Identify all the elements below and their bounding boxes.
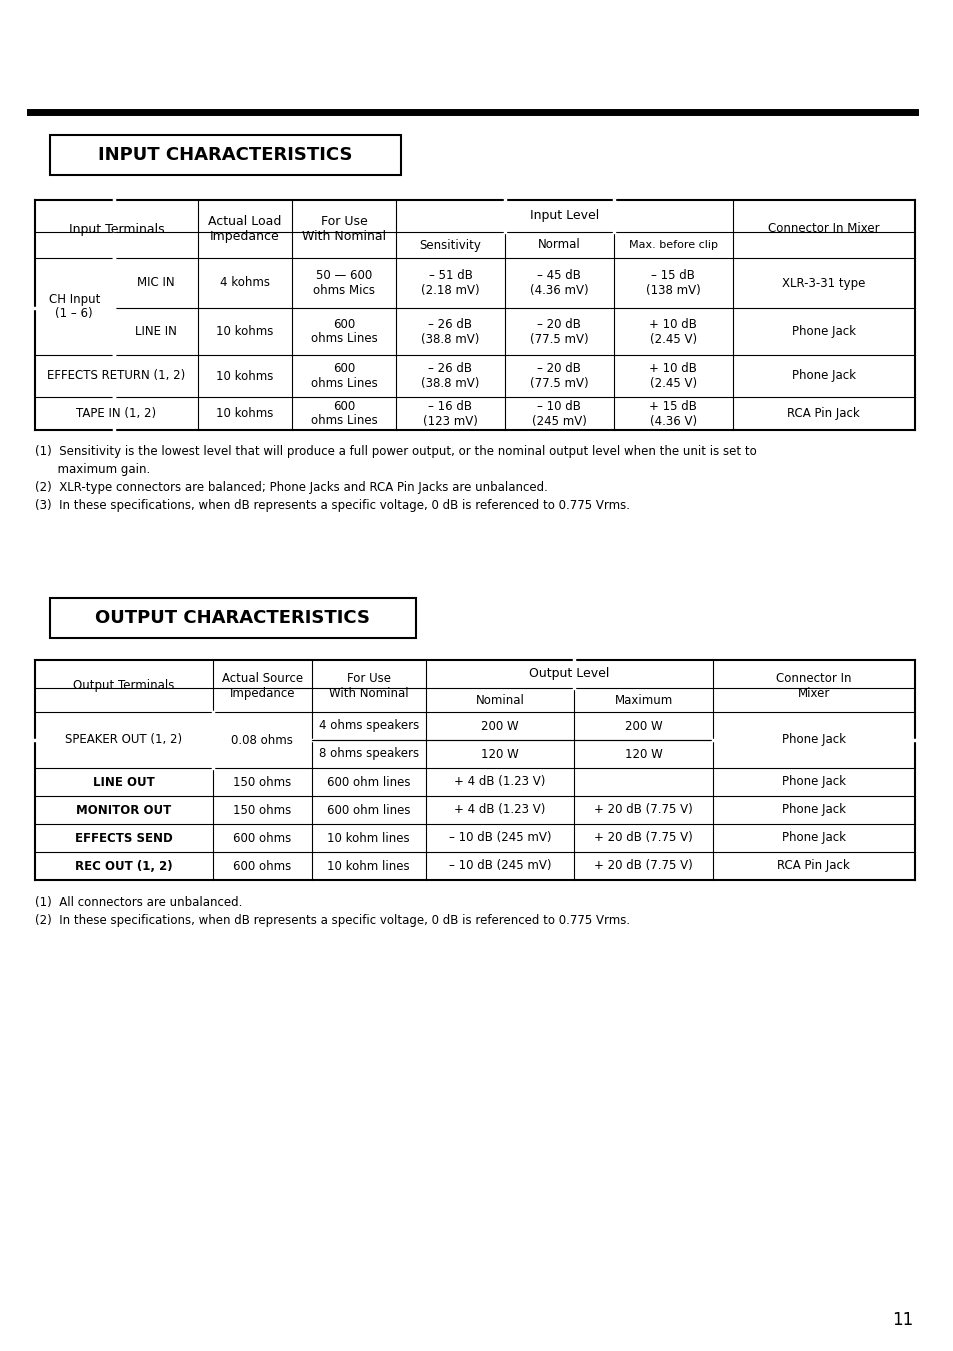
Text: MONITOR OUT: MONITOR OUT — [76, 804, 172, 816]
Text: 600
ohms Lines: 600 ohms Lines — [311, 400, 377, 427]
Text: – 10 dB (245 mV): – 10 dB (245 mV) — [448, 831, 551, 844]
Text: OUTPUT CHARACTERISTICS: OUTPUT CHARACTERISTICS — [95, 609, 370, 627]
Text: Connector In Mixer: Connector In Mixer — [767, 223, 879, 235]
Text: + 4 dB (1.23 V): + 4 dB (1.23 V) — [454, 804, 545, 816]
Text: Actual Source
Impedance: Actual Source Impedance — [221, 671, 303, 700]
Text: INPUT CHARACTERISTICS: INPUT CHARACTERISTICS — [98, 146, 352, 163]
Text: TAPE IN (1, 2): TAPE IN (1, 2) — [76, 407, 156, 420]
Text: 50 — 600
ohms Mics: 50 — 600 ohms Mics — [313, 269, 375, 297]
Text: LINE IN: LINE IN — [134, 326, 176, 338]
Text: – 20 dB
(77.5 mV): – 20 dB (77.5 mV) — [530, 317, 588, 346]
Text: 10 kohm lines: 10 kohm lines — [327, 859, 410, 873]
Text: 4 kohms: 4 kohms — [220, 277, 270, 289]
Text: EFFECTS SEND: EFFECTS SEND — [74, 831, 172, 844]
Text: 200 W: 200 W — [624, 720, 661, 732]
Text: – 26 dB
(38.8 mV): – 26 dB (38.8 mV) — [421, 317, 479, 346]
Text: 600 ohm lines: 600 ohm lines — [327, 775, 410, 789]
Bar — [50, 598, 416, 638]
Text: LINE OUT: LINE OUT — [92, 775, 154, 789]
Text: Output Level: Output Level — [529, 667, 609, 681]
Text: – 10 dB
(245 mV): – 10 dB (245 mV) — [532, 400, 586, 427]
Text: Sensitivity: Sensitivity — [419, 239, 481, 251]
Text: Normal: Normal — [537, 239, 580, 251]
Text: 0.08 ohms: 0.08 ohms — [232, 734, 293, 747]
Text: CH Input
(1 – 6): CH Input (1 – 6) — [49, 293, 100, 320]
Text: Connector In
Mixer: Connector In Mixer — [775, 671, 851, 700]
Text: 150 ohms: 150 ohms — [233, 804, 292, 816]
Text: 600 ohm lines: 600 ohm lines — [327, 804, 410, 816]
Text: Phone Jack: Phone Jack — [781, 734, 845, 747]
Text: 120 W: 120 W — [480, 747, 518, 761]
Text: MIC IN: MIC IN — [137, 277, 174, 289]
Text: SPEAKER OUT (1, 2): SPEAKER OUT (1, 2) — [65, 734, 182, 747]
Text: Output Terminals: Output Terminals — [73, 680, 174, 693]
Text: REC OUT (1, 2): REC OUT (1, 2) — [75, 859, 172, 873]
Text: Actual Load
Impedance: Actual Load Impedance — [208, 215, 281, 243]
Text: RCA Pin Jack: RCA Pin Jack — [777, 859, 849, 873]
Text: 4 ohms speakers: 4 ohms speakers — [318, 720, 418, 732]
Text: For Use
With Nominal: For Use With Nominal — [329, 671, 408, 700]
Text: (1)  All connectors are unbalanced.: (1) All connectors are unbalanced. — [34, 896, 242, 909]
Text: + 20 dB (7.75 V): + 20 dB (7.75 V) — [594, 831, 692, 844]
Text: XLR-3-31 type: XLR-3-31 type — [781, 277, 864, 289]
Text: 200 W: 200 W — [480, 720, 518, 732]
Text: Maximum: Maximum — [614, 693, 672, 707]
Text: (2)  In these specifications, when dB represents a specific voltage, 0 dB is ref: (2) In these specifications, when dB rep… — [34, 915, 629, 927]
Text: Input Terminals: Input Terminals — [69, 223, 164, 235]
Text: Max. before clip: Max. before clip — [628, 240, 717, 250]
Text: + 10 dB
(2.45 V): + 10 dB (2.45 V) — [649, 317, 697, 346]
Text: Phone Jack: Phone Jack — [791, 326, 855, 338]
Text: – 51 dB
(2.18 mV): – 51 dB (2.18 mV) — [420, 269, 479, 297]
Text: – 26 dB
(38.8 mV): – 26 dB (38.8 mV) — [421, 362, 479, 390]
Text: + 20 dB (7.75 V): + 20 dB (7.75 V) — [594, 804, 692, 816]
Text: 600
ohms Lines: 600 ohms Lines — [311, 317, 377, 346]
Text: – 45 dB
(4.36 mV): – 45 dB (4.36 mV) — [530, 269, 588, 297]
Bar — [50, 135, 400, 176]
Text: 120 W: 120 W — [624, 747, 661, 761]
Text: Phone Jack: Phone Jack — [781, 775, 845, 789]
Text: 10 kohms: 10 kohms — [216, 370, 274, 382]
Text: 600
ohms Lines: 600 ohms Lines — [311, 362, 377, 390]
Text: (2)  XLR-type connectors are balanced; Phone Jacks and RCA Pin Jacks are unbalan: (2) XLR-type connectors are balanced; Ph… — [34, 481, 547, 494]
Text: + 10 dB
(2.45 V): + 10 dB (2.45 V) — [649, 362, 697, 390]
Text: + 4 dB (1.23 V): + 4 dB (1.23 V) — [454, 775, 545, 789]
Text: 10 kohms: 10 kohms — [216, 407, 274, 420]
Text: 600 ohms: 600 ohms — [233, 859, 292, 873]
Text: 11: 11 — [891, 1310, 913, 1329]
Text: 600 ohms: 600 ohms — [233, 831, 292, 844]
Text: For Use
With Nominal: For Use With Nominal — [302, 215, 386, 243]
Text: + 15 dB
(4.36 V): + 15 dB (4.36 V) — [649, 400, 697, 427]
Text: Phone Jack: Phone Jack — [781, 831, 845, 844]
Text: RCA Pin Jack: RCA Pin Jack — [786, 407, 860, 420]
Text: (3)  In these specifications, when dB represents a specific voltage, 0 dB is ref: (3) In these specifications, when dB rep… — [34, 499, 629, 512]
Text: – 20 dB
(77.5 mV): – 20 dB (77.5 mV) — [530, 362, 588, 390]
Text: maximum gain.: maximum gain. — [34, 463, 150, 476]
Text: – 16 dB
(123 mV): – 16 dB (123 mV) — [422, 400, 477, 427]
Text: – 15 dB
(138 mV): – 15 dB (138 mV) — [645, 269, 700, 297]
Text: Input Level: Input Level — [529, 209, 598, 223]
Text: 8 ohms speakers: 8 ohms speakers — [318, 747, 418, 761]
Text: EFFECTS RETURN (1, 2): EFFECTS RETURN (1, 2) — [47, 370, 185, 382]
Text: 10 kohm lines: 10 kohm lines — [327, 831, 410, 844]
Text: 150 ohms: 150 ohms — [233, 775, 292, 789]
Text: 10 kohms: 10 kohms — [216, 326, 274, 338]
Text: + 20 dB (7.75 V): + 20 dB (7.75 V) — [594, 859, 692, 873]
Text: Nominal: Nominal — [475, 693, 524, 707]
Text: – 10 dB (245 mV): – 10 dB (245 mV) — [448, 859, 551, 873]
Text: Phone Jack: Phone Jack — [781, 804, 845, 816]
Text: (1)  Sensitivity is the lowest level that will produce a full power output, or t: (1) Sensitivity is the lowest level that… — [34, 444, 756, 458]
Text: Phone Jack: Phone Jack — [791, 370, 855, 382]
